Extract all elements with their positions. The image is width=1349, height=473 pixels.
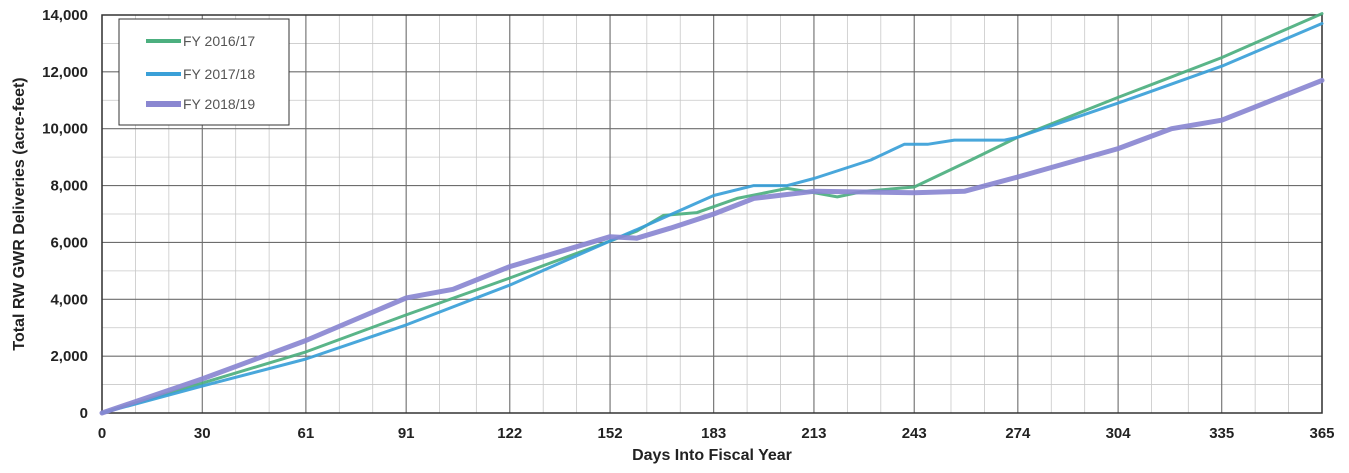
x-tick-label: 152 [598,425,623,442]
x-tick-label: 122 [497,425,522,442]
x-tick-label: 243 [902,425,927,442]
y-tick-label: 12,000 [42,64,88,81]
y-tick-label: 4,000 [50,291,88,308]
y-tick-label: 14,000 [42,7,88,24]
legend-label-fy-2016-17: FY 2016/17 [183,33,255,49]
y-tick-labels: 0 2,000 4,000 6,000 8,000 10,000 12,000 14,000 [42,7,88,422]
series-layer [99,12,1325,416]
y-axis-title: Total RW GWR Deliveries (acre-feet) [11,77,28,350]
x-tick-labels: 0 30 61 91 122 152 183 213 243 274 304 335 365 [98,425,1335,442]
x-tick-label: 183 [701,425,726,442]
y-tick-label: 0 [80,405,88,422]
x-tick-label: 365 [1309,425,1334,442]
legend-item-fy-2017-18: FY 2017/18 [146,66,255,82]
series-line-fy-2016-17 [100,12,1324,415]
x-tick-label: 30 [194,425,211,442]
y-tick-label: 6,000 [50,234,88,251]
legend: FY 2016/17 FY 2017/18 FY 2018/19 [118,18,290,126]
x-tick-label: 304 [1106,425,1132,442]
plot-frame [101,14,1323,414]
x-tick-label: 61 [298,425,315,442]
y-tick-label: 2,000 [50,348,88,365]
legend-item-fy-2018-19: FY 2018/19 [146,96,255,112]
legend-label-fy-2017-18: FY 2017/18 [183,66,255,82]
series-line-fy-2017-18 [100,22,1324,415]
x-tick-label: 0 [98,425,106,442]
legend-label-fy-2018-19: FY 2018/19 [183,96,255,112]
y-tick-label: 8,000 [50,178,88,195]
legend-item-fy-2016-17: FY 2016/17 [146,33,255,49]
x-tick-label: 91 [398,425,415,442]
x-tick-label: 335 [1209,425,1234,442]
series-line-fy-2018-19 [99,77,1325,416]
x-tick-label: 213 [801,425,826,442]
y-tick-label: 10,000 [42,121,88,138]
x-tick-label: 274 [1005,425,1031,442]
x-axis-title: Days Into Fiscal Year [632,447,792,464]
